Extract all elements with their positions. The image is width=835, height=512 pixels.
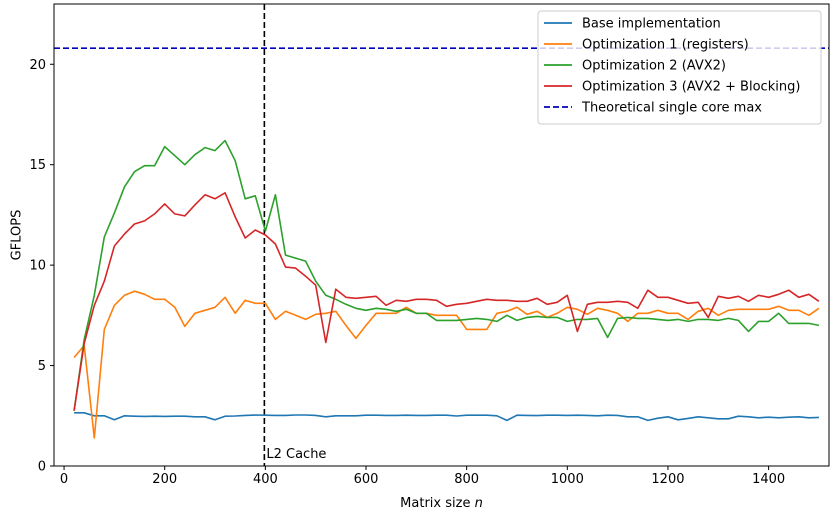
legend-label: Optimization 1 (registers) xyxy=(582,38,749,53)
x-tick-label: 800 xyxy=(454,472,479,487)
axis-ticks: 0 200 400 600 800 1000 1200 1400 0 5 10 15 20 xyxy=(29,58,785,487)
legend: Base implementation Optimization 1 (regis… xyxy=(537,10,822,125)
annotations: L2 Cache xyxy=(266,447,326,462)
x-tick-label: 1000 xyxy=(551,472,584,487)
y-tick-label: 0 xyxy=(38,460,46,475)
series-line-2 xyxy=(73,290,820,439)
x-tick-label: 400 xyxy=(253,472,278,487)
l2-cache-annotation: L2 Cache xyxy=(266,447,326,462)
plot-frame xyxy=(53,3,830,467)
y-tick-label: 15 xyxy=(29,158,46,173)
legend-label: Optimization 3 (AVX2 + Blocking) xyxy=(582,80,800,95)
x-tick-label: 1400 xyxy=(752,472,785,487)
series-line-4 xyxy=(73,192,820,411)
series-line-3 xyxy=(73,139,820,411)
y-tick-label: 10 xyxy=(29,259,46,274)
legend-label: Optimization 2 (AVX2) xyxy=(582,59,726,74)
x-tick-label: 200 xyxy=(152,472,177,487)
series-lines xyxy=(73,139,820,439)
y-tick-label: 20 xyxy=(29,58,46,73)
x-axis-variable: n xyxy=(475,496,483,511)
legend-label: Theoretical single core max xyxy=(581,101,762,116)
x-tick-label: 0 xyxy=(60,472,68,487)
x-tick-label: 600 xyxy=(354,472,379,487)
x-axis-label: Matrix size n xyxy=(400,496,483,511)
x-tick-label: 1200 xyxy=(651,472,684,487)
legend-label: Base implementation xyxy=(582,17,721,32)
y-axis-label: GFLOPS xyxy=(10,210,25,261)
series-line-1 xyxy=(74,411,819,422)
legend-box xyxy=(537,10,822,125)
y-tick-label: 5 xyxy=(38,359,46,374)
